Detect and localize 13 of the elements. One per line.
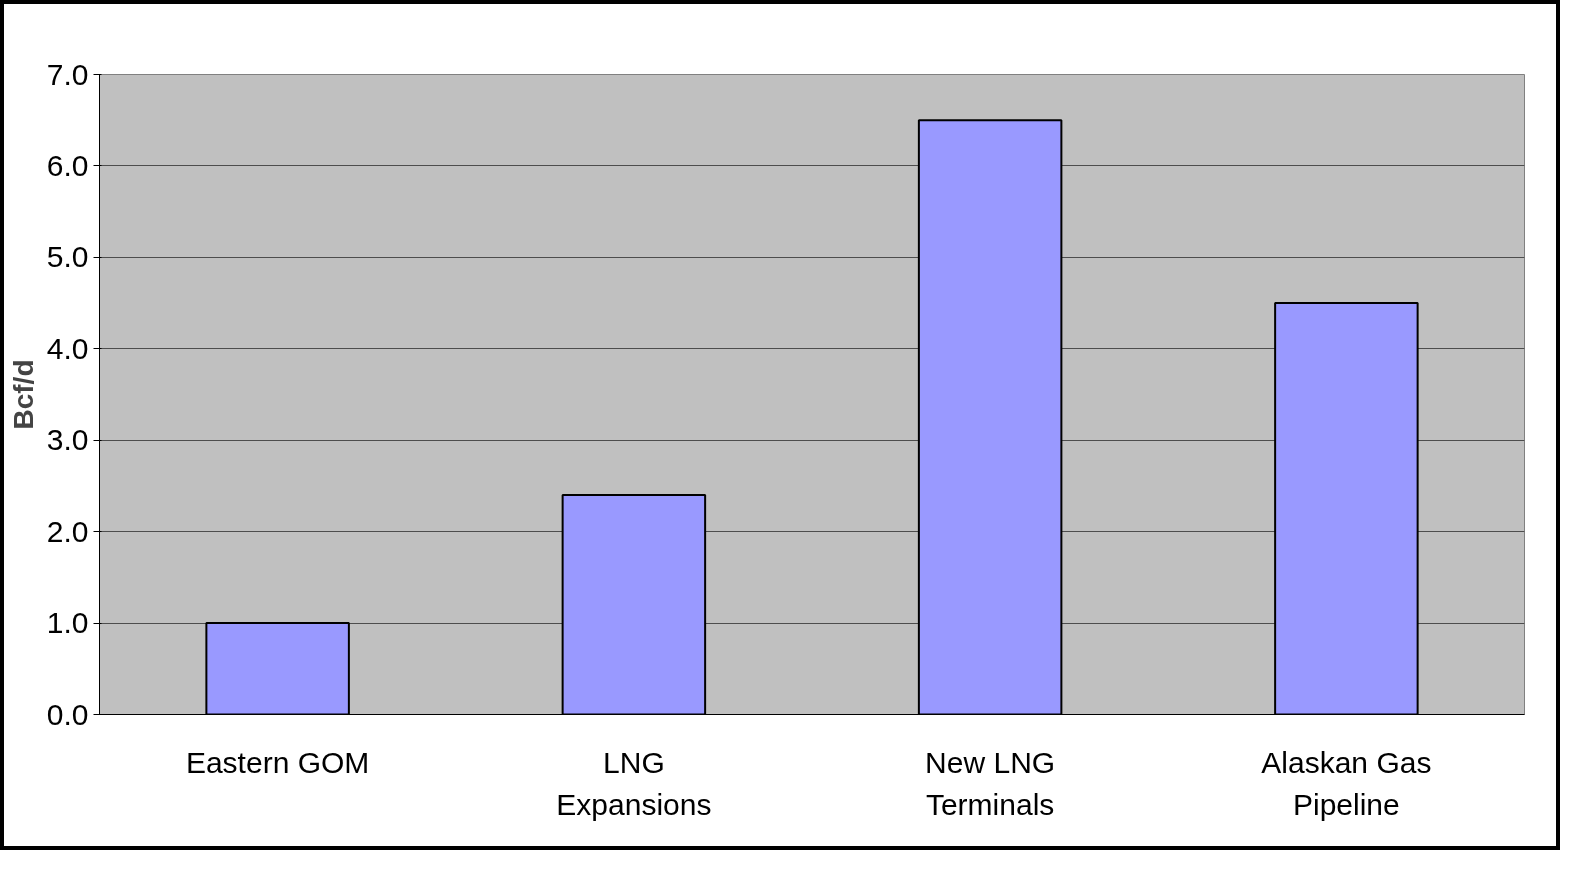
y-tick-label: 3.0 <box>46 423 89 457</box>
y-tick-label: 6.0 <box>46 148 89 182</box>
x-tick-label: Eastern GOM <box>185 745 370 779</box>
x-tick-label: Alaskan Gas Pipeline <box>1261 745 1432 822</box>
y-tick-label: 0.0 <box>46 697 89 731</box>
y-tick-label: 5.0 <box>46 240 89 274</box>
y-tick-label: 2.0 <box>46 514 89 548</box>
y-axis-title: Bcf/d <box>7 359 39 430</box>
x-tick-label: New LNG Terminals <box>925 745 1056 822</box>
x-tick-label: LNG Expansions <box>556 745 712 822</box>
y-tick-label: 1.0 <box>46 606 89 640</box>
y-tick-label: 7.0 <box>46 57 89 91</box>
y-tick-label: 4.0 <box>46 331 89 365</box>
